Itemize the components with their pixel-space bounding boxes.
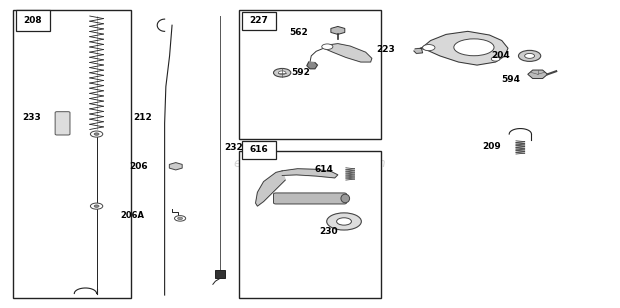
Bar	[242, 12, 276, 30]
Circle shape	[491, 57, 500, 61]
Text: 204: 204	[491, 51, 510, 60]
Circle shape	[322, 44, 333, 50]
FancyBboxPatch shape	[55, 112, 70, 135]
Circle shape	[278, 71, 286, 75]
Text: 209: 209	[482, 142, 500, 152]
Text: 594: 594	[502, 75, 520, 84]
Text: eReplacementParts.com: eReplacementParts.com	[234, 157, 386, 170]
Text: 232: 232	[224, 143, 244, 152]
Polygon shape	[414, 48, 423, 53]
Text: 206A: 206A	[120, 211, 144, 220]
Text: 208: 208	[24, 16, 42, 25]
Circle shape	[94, 133, 99, 135]
Bar	[13, 10, 131, 298]
Circle shape	[94, 205, 99, 207]
Text: 223: 223	[376, 45, 396, 54]
Polygon shape	[420, 31, 508, 65]
Circle shape	[337, 218, 352, 225]
Text: 616: 616	[249, 145, 268, 154]
Circle shape	[177, 217, 182, 220]
Circle shape	[423, 45, 435, 51]
Ellipse shape	[341, 194, 350, 203]
Bar	[16, 10, 50, 31]
Text: 206: 206	[130, 162, 148, 171]
Circle shape	[518, 51, 541, 61]
Circle shape	[525, 53, 534, 58]
Circle shape	[327, 213, 361, 230]
Ellipse shape	[454, 39, 494, 56]
Bar	[242, 141, 276, 159]
Text: 233: 233	[22, 113, 41, 122]
Polygon shape	[324, 44, 372, 62]
Text: 212: 212	[133, 113, 153, 122]
Text: 230: 230	[319, 227, 338, 236]
Circle shape	[174, 216, 185, 221]
Polygon shape	[307, 62, 317, 69]
Bar	[239, 10, 381, 139]
Text: 562: 562	[290, 28, 308, 37]
Text: 592: 592	[291, 68, 311, 77]
Bar	[215, 270, 225, 278]
Text: 227: 227	[249, 16, 268, 26]
Circle shape	[91, 131, 103, 137]
Text: 614: 614	[314, 165, 334, 174]
Polygon shape	[282, 169, 338, 178]
Circle shape	[91, 203, 103, 209]
Circle shape	[273, 68, 291, 77]
FancyBboxPatch shape	[273, 193, 347, 204]
Polygon shape	[255, 171, 285, 206]
Bar	[239, 151, 381, 298]
